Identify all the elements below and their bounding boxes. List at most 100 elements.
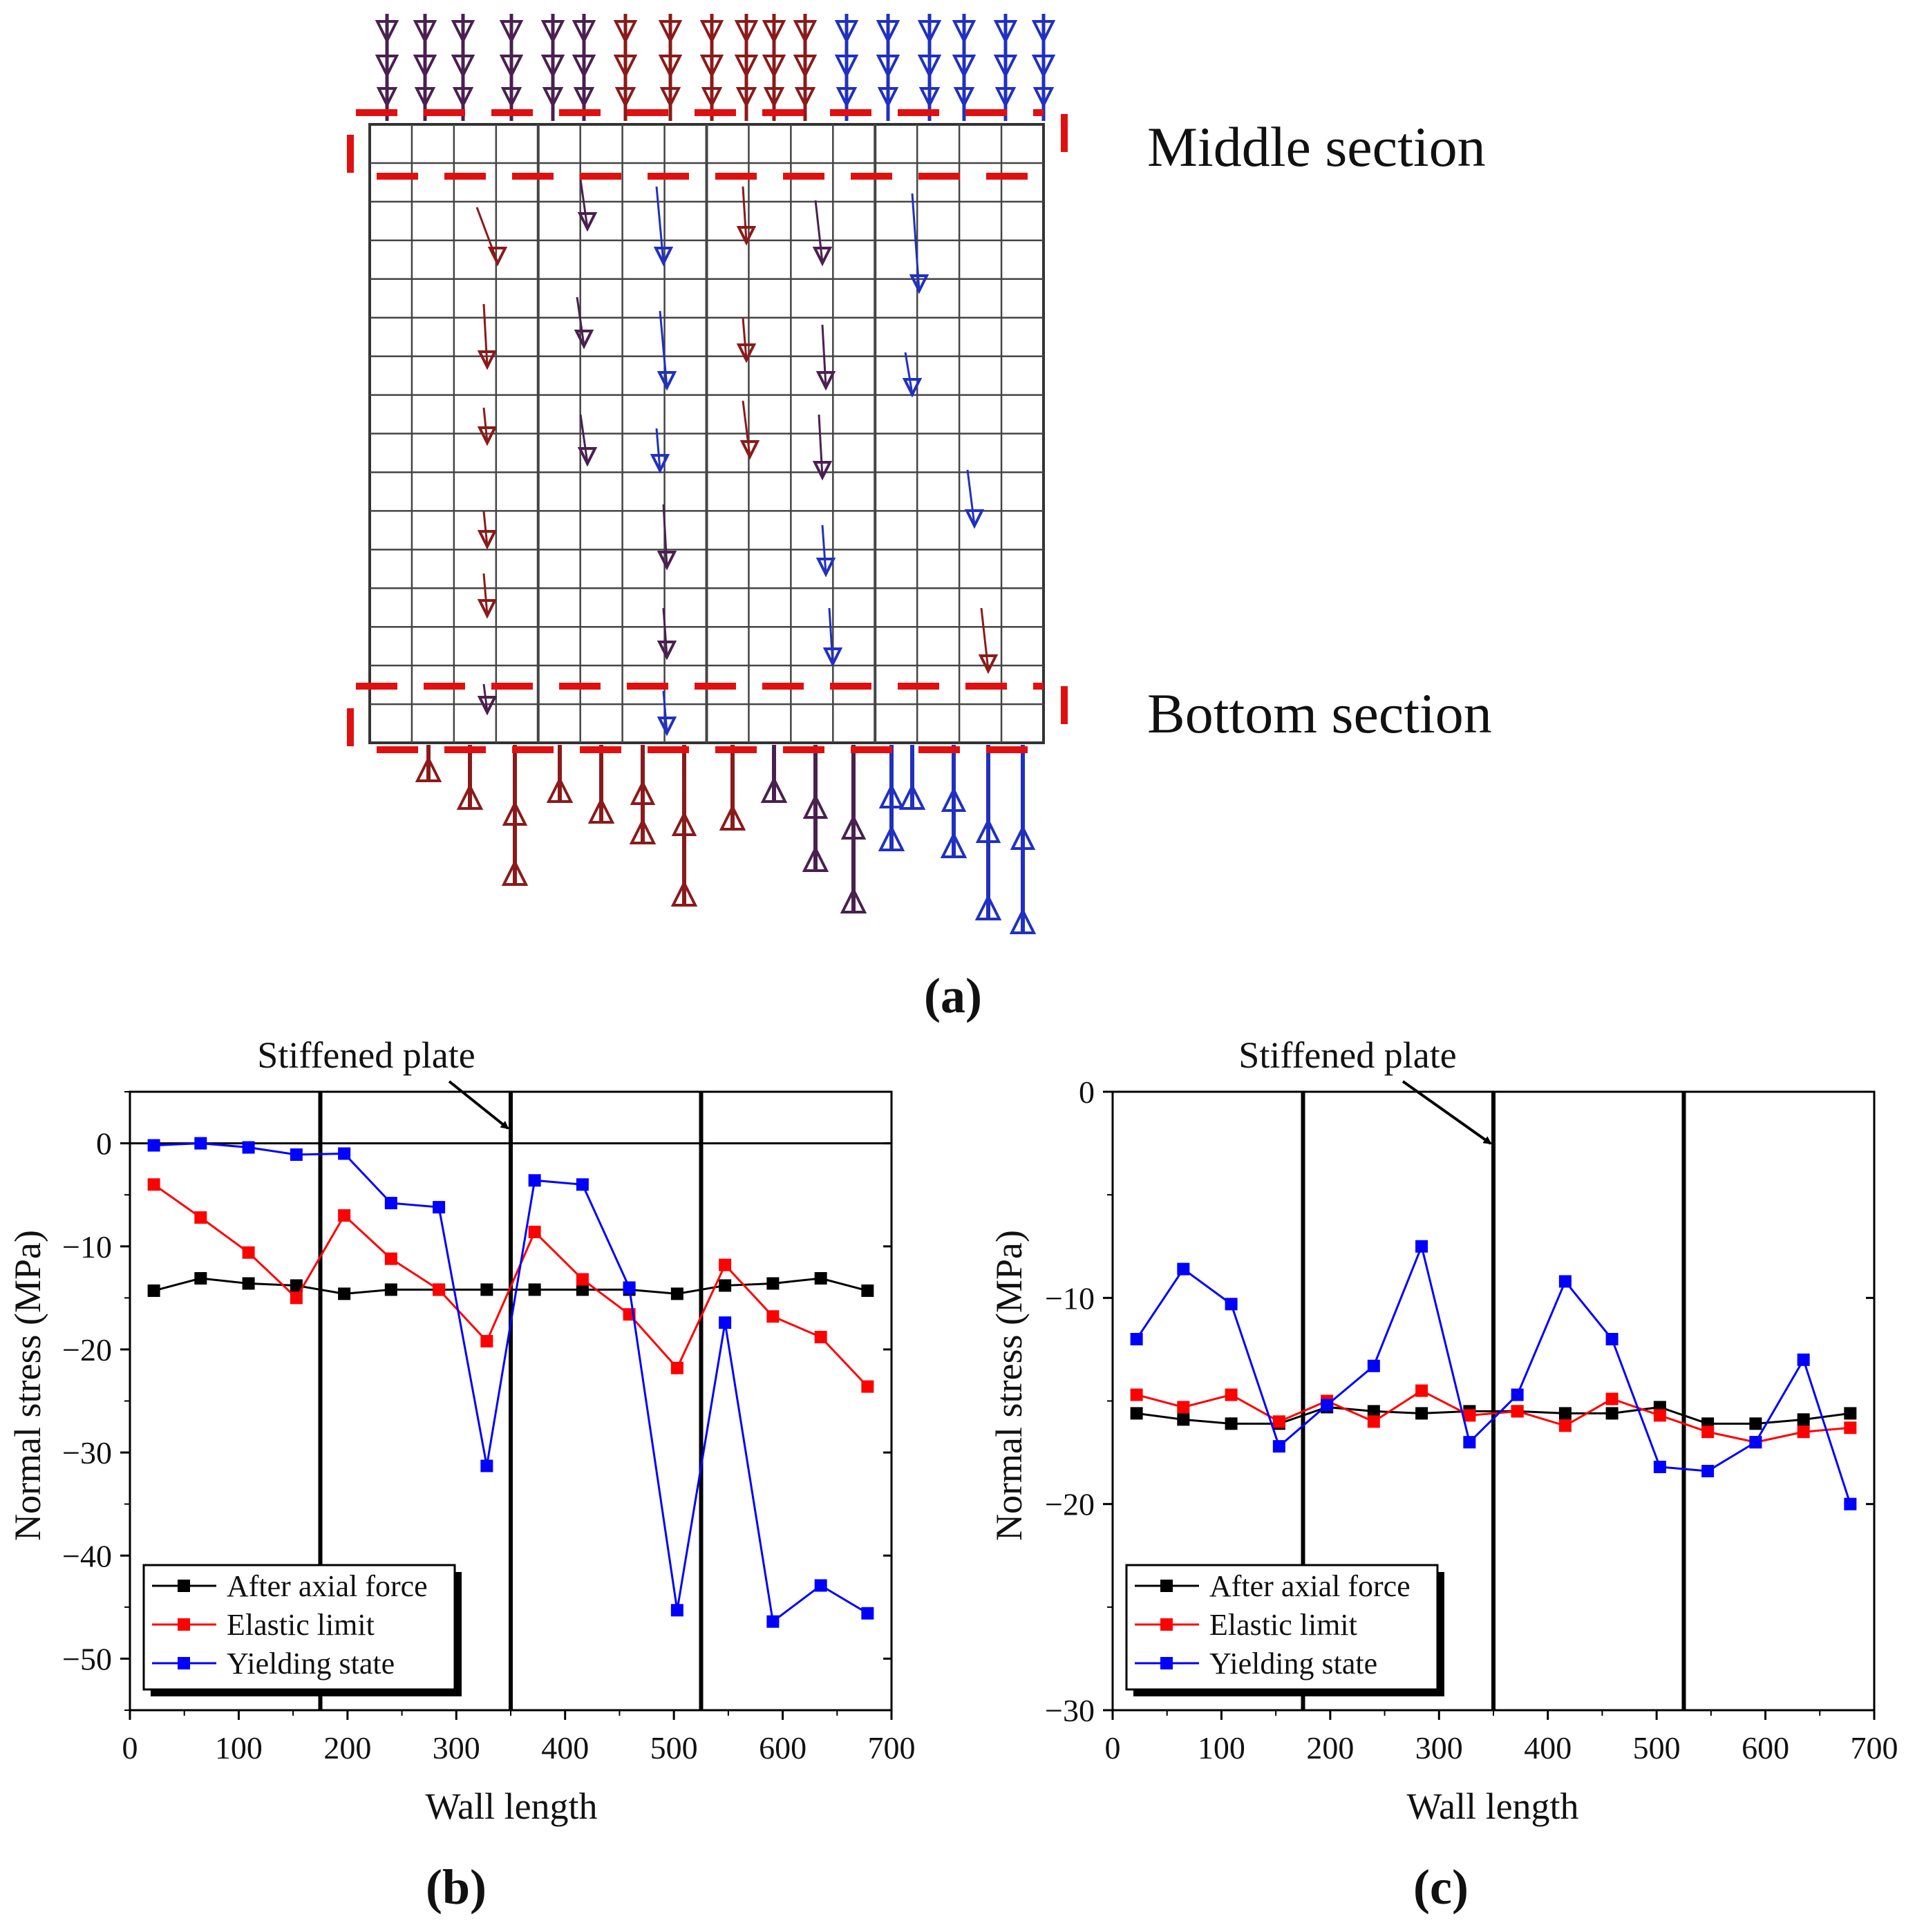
chart-b-ytick-label: 0: [96, 1126, 112, 1162]
bottom-arrow-head: [975, 817, 1001, 843]
bottom-arrow-head: [546, 776, 574, 803]
top-arrow-head: [793, 20, 818, 44]
top-arrow-head: [762, 20, 786, 44]
chart-c-point-2: [1415, 1240, 1428, 1253]
chart-b-series-line-2: [153, 1142, 869, 1624]
top-arrow-head: [917, 55, 942, 79]
chart-c-xtick-label: 200: [1306, 1730, 1354, 1765]
bottom-arrow-head: [840, 814, 867, 840]
chart-c-point-2: [1321, 1399, 1334, 1412]
bottom-arrow-head: [502, 800, 528, 826]
top-arrow-head: [701, 87, 723, 108]
chart-c-point-2: [1844, 1497, 1857, 1510]
chart-c-point-1: [1701, 1426, 1715, 1439]
chart-c-xtick-label: 700: [1851, 1730, 1898, 1765]
chart-c-point-1: [1844, 1421, 1857, 1434]
top-arrow-head: [375, 20, 399, 44]
interior-arrow-head: [978, 654, 999, 674]
top-arrow-head: [734, 20, 759, 44]
chart-b-annotation-arrow: [448, 1080, 509, 1130]
interior-stress-arrow: [814, 200, 824, 263]
interior-stress-arrow: [742, 317, 748, 360]
chart-b-xtick-label: 600: [759, 1730, 806, 1765]
chart-c-xtick-label: 0: [1105, 1730, 1121, 1765]
bottom-arrow-head: [802, 845, 829, 872]
interior-stress-arrow: [662, 690, 668, 733]
chart-c-point-1: [1272, 1415, 1285, 1428]
top-arrow-head: [658, 55, 683, 79]
chart-b-ytick-label: −30: [62, 1435, 112, 1470]
chart-c-annotation: Stiffened plate: [1238, 1034, 1456, 1076]
chart-c-ytick-label: 0: [1079, 1074, 1095, 1110]
top-arrow-head: [413, 55, 437, 79]
chart-b-point-2: [480, 1459, 493, 1472]
top-arrow-head: [1031, 20, 1056, 44]
chart-b: 0 100 200 300 400 500 600 700 0 −10 −20 −30 −40 −50 Af…: [7, 1034, 916, 1915]
interior-arrow-head: [964, 509, 985, 529]
interior-stress-arrow: [904, 352, 914, 395]
chart-c-legend-label: After axial force: [1209, 1569, 1410, 1603]
chart-c-point-1: [1653, 1409, 1666, 1422]
chart-c-point-0: [1367, 1405, 1380, 1418]
chart-b-point-2: [242, 1141, 255, 1154]
interior-arrow-head: [822, 647, 843, 667]
bottom-arrow-head: [415, 755, 442, 782]
top-arrow-head: [699, 55, 724, 79]
chart-b-point-1: [766, 1310, 780, 1323]
interior-stress-arrow: [482, 303, 489, 367]
top-arrow-head: [994, 87, 1017, 108]
chart-c-ytick-label: −10: [1045, 1280, 1095, 1316]
interior-arrow-head: [657, 371, 677, 391]
interior-arrow-head: [657, 717, 677, 737]
top-arrow-head: [917, 20, 942, 44]
panel-a-diagram: Middle section Bottom section (a): [347, 14, 1492, 1023]
chart-b-point-2: [719, 1316, 732, 1329]
chart-b-xtick-label: 0: [122, 1730, 138, 1765]
interior-arrow-head: [812, 247, 833, 267]
chart-b-xtick-label: 700: [868, 1730, 916, 1765]
stress-arrows: [375, 14, 1056, 934]
chart-b-point-2: [338, 1147, 351, 1160]
chart-c-xtick-label: 400: [1524, 1730, 1572, 1765]
bottom-arrow-head: [760, 776, 788, 803]
interior-stress-arrow: [980, 607, 990, 671]
interior-stress-arrow: [818, 414, 824, 477]
chart-c-point-0: [1415, 1407, 1428, 1420]
chart-c-point-1: [1511, 1405, 1524, 1418]
chart-c-point-1: [1463, 1409, 1476, 1422]
chart-c-ylabel: Normal stress (MPa): [988, 1230, 1030, 1541]
bottom-arrow-head: [719, 804, 746, 831]
interior-arrow-head: [739, 440, 760, 460]
chart-b-point-2: [861, 1607, 874, 1620]
top-arrow-head: [1032, 87, 1055, 108]
chart-c-series-line-1: [1136, 1389, 1851, 1443]
top-arrow-head: [451, 55, 475, 79]
top-arrow-head: [877, 87, 899, 108]
interior-stress-arrow: [659, 310, 668, 388]
chart-c-point-1: [1605, 1392, 1619, 1405]
chart-c-legend-label: Elastic limit: [1209, 1608, 1357, 1642]
chart-c-point-1: [1225, 1388, 1238, 1401]
chart-c-point-2: [1558, 1275, 1572, 1288]
interior-arrow-head: [815, 558, 836, 578]
bottom-arrow-head: [974, 893, 1002, 920]
bottom-arrow-head: [670, 880, 698, 907]
top-arrow-head: [763, 87, 785, 108]
panel-a-label: (a): [924, 968, 982, 1023]
chart-b-point-2: [670, 1604, 683, 1617]
chart-c-point-0: [1558, 1407, 1572, 1420]
chart-b-legend-label: Yielding state: [227, 1647, 395, 1680]
bottom-arrow-head: [1009, 907, 1037, 934]
top-arrow-head: [542, 87, 564, 108]
chart-c-series-line-0: [1136, 1405, 1851, 1425]
interior-arrow-head: [736, 343, 757, 363]
chart-b-xtick-label: 500: [650, 1730, 698, 1765]
chart-b-xlabel: Wall length: [425, 1786, 597, 1827]
top-arrow-head: [658, 20, 683, 44]
chart-b-point-2: [766, 1615, 780, 1628]
chart-b-ytick-label: −40: [62, 1538, 112, 1573]
chart-b-point-1: [147, 1178, 160, 1191]
top-arrow-head: [375, 55, 399, 79]
chart-c-point-0: [1225, 1417, 1238, 1430]
top-arrow-head: [952, 55, 976, 79]
